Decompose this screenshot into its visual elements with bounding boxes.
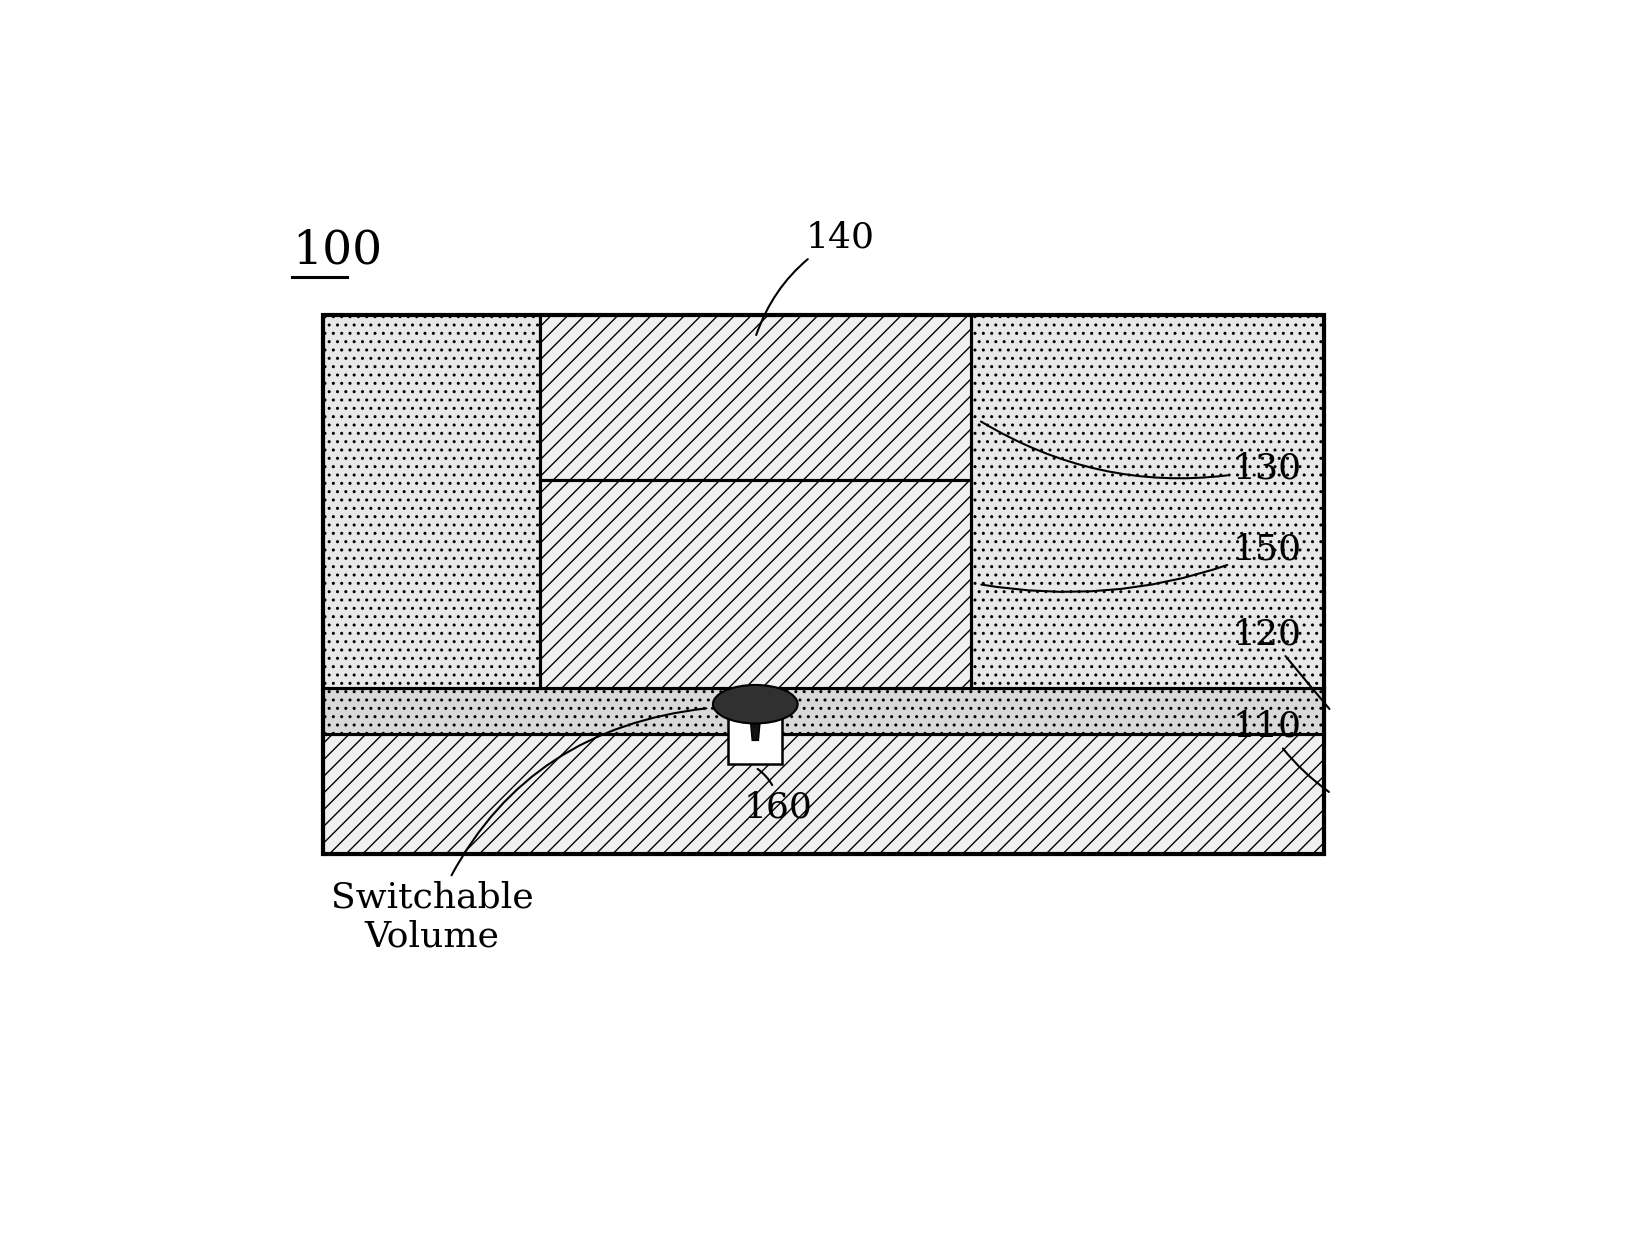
Ellipse shape — [713, 684, 798, 723]
Bar — [322, 314, 1324, 853]
Bar — [970, 314, 1324, 688]
Bar — [322, 688, 1324, 734]
Text: 140: 140 — [756, 221, 875, 335]
Bar — [322, 314, 540, 688]
Text: 150: 150 — [982, 533, 1302, 592]
Text: Switchable
Volume: Switchable Volume — [330, 708, 707, 954]
Bar — [728, 705, 782, 764]
Text: 110: 110 — [1232, 709, 1328, 792]
Bar — [540, 314, 970, 481]
Text: 160: 160 — [744, 769, 813, 825]
Bar — [322, 734, 1324, 853]
Bar — [540, 481, 970, 688]
Polygon shape — [751, 723, 759, 740]
Text: 100: 100 — [291, 227, 381, 273]
Text: 120: 120 — [1232, 617, 1330, 709]
Text: 130: 130 — [982, 421, 1302, 486]
